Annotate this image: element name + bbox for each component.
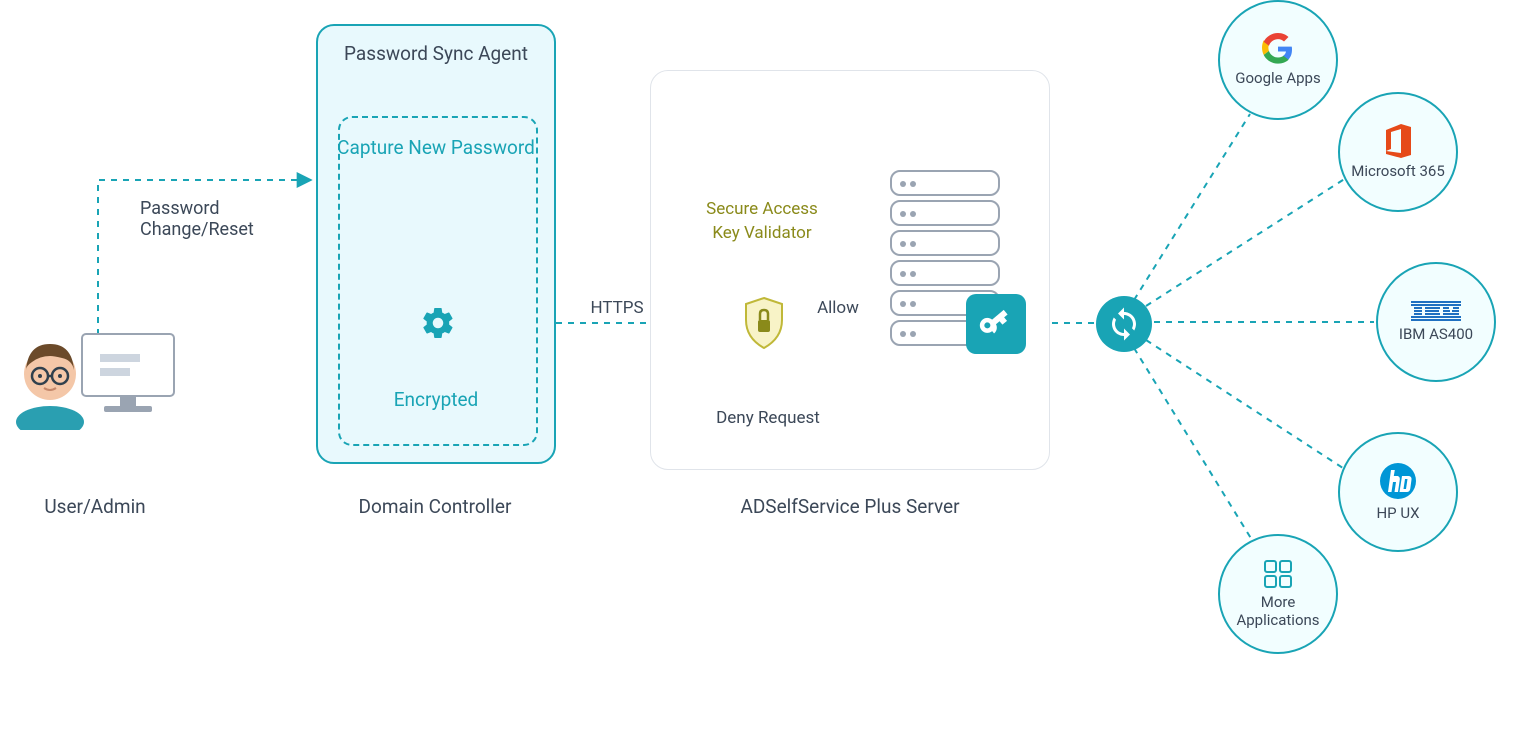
app-ms365-label: Microsoft 365	[1351, 162, 1445, 180]
app-hpux-label: HP UX	[1376, 504, 1419, 522]
app-hpux: HP UX	[1338, 432, 1458, 552]
user-label: User/Admin	[10, 495, 180, 518]
encrypted-label: Encrypted	[318, 388, 554, 411]
https-label: HTTPS	[582, 298, 652, 318]
sync-icon	[1096, 296, 1152, 352]
gear-icon	[420, 305, 456, 341]
deny-label: Deny Request	[708, 408, 828, 428]
app-ibm-label: IBM AS400	[1399, 325, 1473, 343]
app-google-label: Google Apps	[1235, 69, 1320, 87]
shield-icon	[742, 296, 786, 350]
google-icon	[1262, 33, 1294, 65]
app-google: Google Apps	[1218, 0, 1338, 120]
diagram-canvas: User/Admin Password Change/Reset Passwor…	[0, 0, 1517, 752]
office-icon	[1383, 124, 1413, 158]
hp-icon	[1379, 462, 1417, 500]
server-label: ADSelfService Plus Server	[650, 495, 1050, 518]
password-change-label: Password Change/Reset	[140, 198, 270, 240]
app-ibm: IBM AS400	[1376, 262, 1496, 382]
app-ms365: Microsoft 365	[1338, 92, 1458, 212]
password-sync-agent-box: Password Sync Agent Capture New Password…	[316, 24, 556, 464]
allow-label: Allow	[808, 298, 868, 318]
app-more: More Applications	[1218, 534, 1338, 654]
monitor-icon	[78, 332, 178, 422]
ibm-icon	[1411, 301, 1461, 321]
domain-controller-label: Domain Controller	[300, 495, 570, 518]
secure-validator-label: Secure Access Key Validator	[702, 198, 822, 246]
agent-title: Password Sync Agent	[318, 42, 554, 65]
more-apps-icon	[1263, 559, 1293, 589]
app-more-label: More Applications	[1220, 593, 1336, 629]
capture-password-label: Capture New Password	[318, 136, 554, 159]
key-badge-icon	[966, 294, 1026, 354]
